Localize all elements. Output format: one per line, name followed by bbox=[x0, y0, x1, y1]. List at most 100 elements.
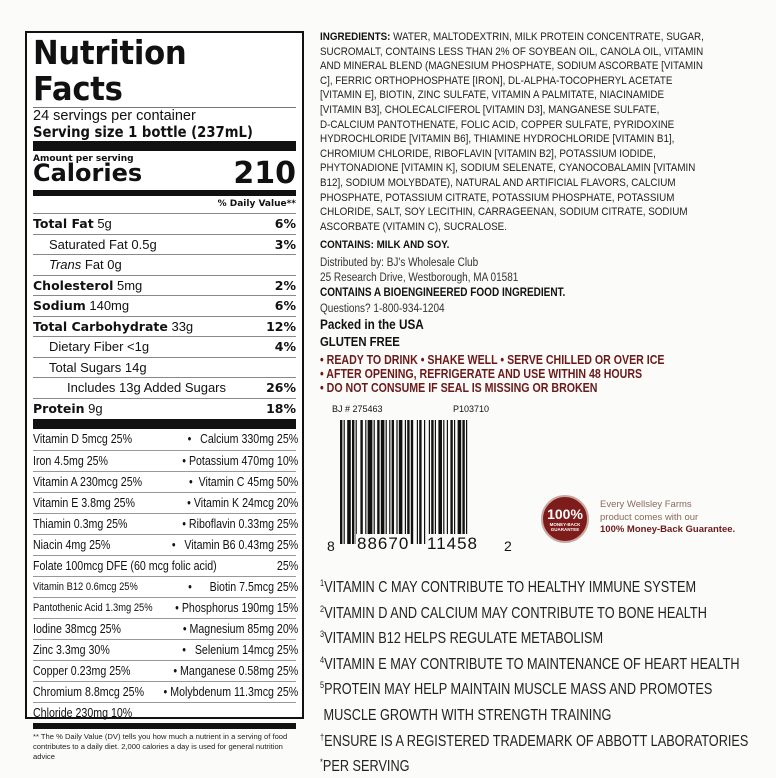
vitamin-right: • Selenium 14mcg 25% bbox=[182, 643, 299, 657]
ingredient-line: CHLORIDE, SALT, SOY LECITHIN, CARRAGEENA… bbox=[320, 206, 688, 219]
nutrient-daily-value: 4% bbox=[274, 339, 296, 354]
vitamin-left: Pantothenic Acid 1.3mg 25% bbox=[33, 602, 153, 614]
distributor-line-1: Distributed by: BJ's Wholesale Club bbox=[320, 257, 479, 269]
vitamin-right: • Molybdenum 11.3mcg 25% bbox=[163, 685, 299, 699]
vitamin-row: Chloride 230mg 10% bbox=[33, 702, 296, 723]
vitamin-right: • Vitamin K 24mcg 20% bbox=[187, 496, 299, 510]
vitamin-rows: Vitamin D 5mcg 25% • Calcium 330mg 25% Iro… bbox=[33, 429, 299, 723]
nutrient-label: Includes 13g Added Sugars bbox=[67, 380, 227, 395]
ingredients-label: INGREDIENTS: bbox=[320, 31, 391, 43]
vitamin-right: 25% bbox=[276, 559, 299, 573]
direction-3: • DO NOT CONSUME IF SEAL IS MISSING OR B… bbox=[320, 381, 598, 395]
nutrient-row: Cholesterol 5mg 2% bbox=[33, 274, 296, 296]
vitamin-right: • Magnesium 85mg 20% bbox=[182, 622, 299, 636]
vitamin-row: Iodine 38mcg 25% • Magnesium 85mg 20% bbox=[33, 618, 299, 639]
vitamin-right: • Biotin 7.5mcg 25% bbox=[188, 580, 299, 594]
barcode-first-digit: 8 bbox=[327, 538, 335, 554]
barcode-bar bbox=[391, 420, 394, 544]
barcode-bar bbox=[462, 420, 465, 544]
health-claim: 1VITAMIN C MAY CONTRIBUTE TO HEALTHY IMM… bbox=[320, 578, 697, 596]
health-claim: 4VITAMIN E MAY CONTRIBUTE TO MAINTENANCE… bbox=[320, 654, 740, 673]
health-claim: 3VITAMIN B12 HELPS REGULATE METABOLISM bbox=[320, 629, 604, 648]
barcode-bar bbox=[466, 420, 468, 544]
vitamin-right: • Vitamin B6 0.43mg 25% bbox=[171, 538, 299, 552]
barcode-bar bbox=[434, 420, 436, 544]
barcode-bar bbox=[431, 420, 434, 544]
nutrient-label: Total Sugars 14g bbox=[49, 359, 147, 375]
vitamin-row: Zinc 3.3mg 30% • Selenium 14mcg 25% bbox=[33, 639, 299, 660]
vitamin-left: Copper 0.23mg 25% bbox=[33, 664, 131, 678]
calories-label: Calories bbox=[33, 159, 143, 187]
nutrient-daily-value: 26% bbox=[266, 380, 296, 395]
health-claim: MUSCLE GROWTH WITH STRENGTH TRAINING bbox=[320, 706, 612, 724]
barcode-bar bbox=[396, 420, 398, 544]
amount-per-serving: Amount per serving bbox=[33, 154, 134, 164]
health-claim: 2VITAMIN D AND CALCIUM MAY CONTRIBUTE TO… bbox=[320, 603, 707, 622]
barcode-last-digit: 2 bbox=[504, 538, 512, 554]
ingredient-line: HYDROCHLORIDE [VITAMIN B6], THIAMINE HYD… bbox=[320, 133, 675, 146]
vitamin-row: Pantothenic Acid 1.3mg 25% • Phosphorus 1… bbox=[33, 597, 299, 618]
questions-phone: Questions? 1-800-934-1204 bbox=[320, 303, 445, 315]
vitamin-right: • Calcium 330mg 25% bbox=[187, 432, 299, 446]
barcode-bar bbox=[380, 420, 385, 544]
ingredient-line: ASCORBATE (VITAMIN C), SUCRALOSE. bbox=[320, 220, 507, 233]
vitamin-right: • Phosphorus 190mg 15% bbox=[175, 601, 299, 615]
vitamin-left: Vitamin A 230mcg 25% bbox=[33, 475, 143, 489]
health-claim: 5PROTEIN MAY HELP MAINTAIN MUSCLE MASS A… bbox=[320, 680, 713, 699]
nutrition-title: Nutrition Facts bbox=[33, 33, 187, 108]
daily-value-footnote: ** The % Daily Value (DV) tells you how … bbox=[33, 732, 288, 761]
nutrient-daily-value: 18% bbox=[266, 400, 296, 416]
gluten-free: GLUTEN FREE bbox=[320, 334, 400, 349]
barcode-bar bbox=[340, 420, 343, 544]
daily-value-header: % Daily Value** bbox=[217, 199, 296, 209]
product-code: P103710 bbox=[453, 404, 490, 414]
barcode-bar bbox=[454, 420, 456, 544]
ingredient-line: AND MINERAL BLEND (MAGNESIUM PHOSPHATE, … bbox=[320, 60, 704, 73]
nutrition-facts-panel: Nutrition Facts 24 servings per containe… bbox=[25, 31, 304, 761]
barcode-bar bbox=[457, 420, 462, 544]
vitamin-row: Iron 4.5mg 25% • Potassium 470mg 10% bbox=[33, 450, 299, 471]
barcode-bar bbox=[404, 420, 406, 544]
vitamin-left: Chloride 230mg 10% bbox=[33, 706, 133, 720]
ingredient-line: PHYTONADIONE [VITAMIN K], SODIUM SELENAT… bbox=[320, 162, 696, 175]
vitamin-row: Thiamin 0.3mg 25% • Riboflavin 0.33mg 25% bbox=[33, 513, 298, 534]
nutrient-daily-value: 2% bbox=[274, 277, 296, 293]
nutrient-label: Saturated Fat 0.5g bbox=[49, 236, 157, 252]
vitamin-left: Thiamin 0.3mg 25% bbox=[33, 517, 128, 531]
ingredient-line: C], FERRIC ORTHOPHOSPHATE [IRON], DL-ALP… bbox=[320, 74, 673, 87]
vitamin-right: • Vitamin C 45mg 50% bbox=[188, 475, 299, 489]
nutrient-label: Dietary Fiber <1g bbox=[49, 339, 150, 354]
nutrient-daily-value: 3% bbox=[274, 236, 296, 252]
vitamin-left: Vitamin D 5mcg 25% bbox=[33, 432, 133, 446]
nutrient-label: Total Carbohydrate 33g bbox=[33, 318, 194, 334]
barcode-bar bbox=[343, 420, 345, 544]
nutrient-label: Trans Fat 0g bbox=[49, 257, 122, 272]
nutrient-daily-value: 6% bbox=[274, 298, 296, 313]
barcode-bar bbox=[373, 420, 375, 544]
barcode-bar bbox=[367, 420, 373, 544]
barcode-bar bbox=[360, 420, 363, 544]
barcode-bar bbox=[352, 420, 355, 544]
barcode-bar bbox=[450, 420, 453, 544]
barcode-bar bbox=[428, 420, 430, 544]
barcode-bar bbox=[389, 420, 391, 544]
serving-size: Serving size 1 bottle (237mL) bbox=[33, 123, 253, 141]
calories-row: Calories 210 bbox=[33, 159, 296, 189]
vitamin-right: • Potassium 470mg 10% bbox=[182, 454, 299, 468]
ingredient-line: INGREDIENTS: WATER, MALTODEXTRIN, MILK P… bbox=[320, 31, 704, 43]
bj-number: BJ # 275463 bbox=[332, 404, 383, 414]
vitamin-left: Niacin 4mg 25% bbox=[33, 538, 111, 552]
barcode-bar bbox=[377, 420, 380, 544]
nutrient-label: Protein 9g bbox=[33, 400, 103, 416]
barcode-bar bbox=[410, 420, 414, 544]
barcode-bar bbox=[416, 420, 418, 544]
direction-1: • READY TO DRINK • SHAKE WELL • SERVE CH… bbox=[320, 353, 665, 367]
barcode-bar bbox=[385, 420, 387, 544]
vitamin-row: Vitamin A 230mcg 25% • Vitamin C 45mg 50% bbox=[33, 471, 299, 492]
barcode-bar bbox=[443, 420, 445, 544]
vitamin-left: Vitamin B12 0.6mcg 25% bbox=[33, 581, 138, 593]
vitamin-left: Zinc 3.3mg 30% bbox=[33, 643, 110, 657]
vitamin-left: Vitamin E 3.8mg 25% bbox=[33, 496, 135, 510]
health-claims: 1VITAMIN C MAY CONTRIBUTE TO HEALTHY IMM… bbox=[320, 573, 748, 778]
barcode-bar bbox=[424, 420, 426, 544]
